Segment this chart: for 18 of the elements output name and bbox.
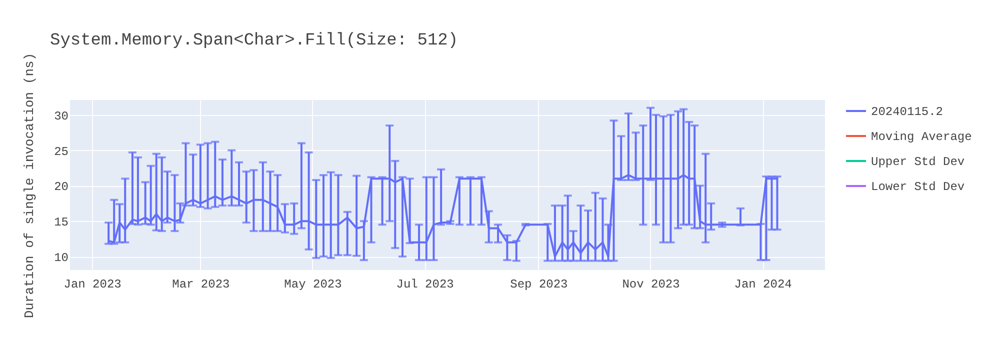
y-tick-label: 25	[54, 144, 68, 159]
y-tick-label: 20	[54, 180, 68, 194]
x-tick-label: Mar 2023	[172, 278, 230, 292]
x-tick-label: May 2023	[284, 278, 342, 292]
chart-title: System.Memory.Span<Char>.Fill(Size: 512)	[50, 31, 458, 50]
x-tick-label: Jan 2024	[734, 278, 792, 292]
y-tick-label: 30	[54, 109, 68, 124]
y-axis-title: Duration of single invocation (ns)	[22, 52, 38, 318]
y-tick-label: 15	[54, 216, 68, 230]
legend-label: Moving Average	[871, 130, 972, 144]
x-tick-label: Jan 2023	[64, 278, 122, 292]
legend-label: Upper Std Dev	[871, 155, 965, 169]
x-tick-label: Jul 2023	[396, 278, 454, 292]
y-tick-label: 10	[54, 251, 68, 266]
x-tick-label: Nov 2023	[622, 278, 680, 292]
legend-label: 20240115.2	[871, 105, 944, 119]
x-tick-label: Sep 2023	[510, 278, 568, 292]
legend-label: Lower Std Dev	[871, 180, 965, 194]
